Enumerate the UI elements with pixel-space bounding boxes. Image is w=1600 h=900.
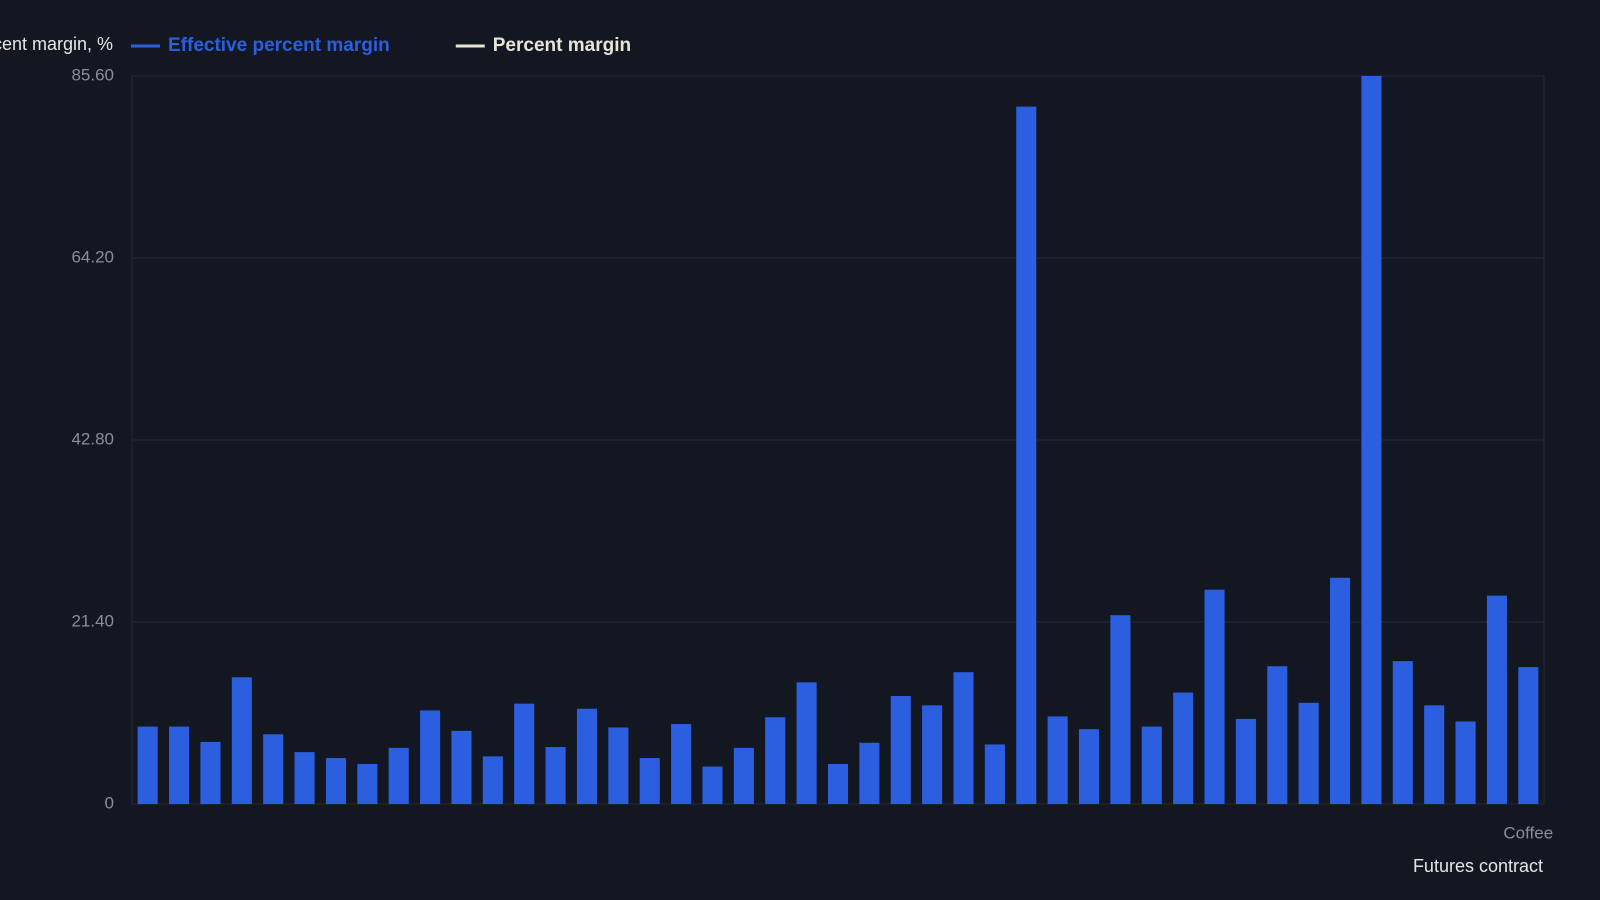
bar: [1204, 589, 1225, 804]
bar: [1267, 666, 1288, 804]
bar: [263, 734, 284, 804]
bar: [953, 672, 974, 804]
y-tick-label: 85.60: [71, 65, 114, 84]
bar: [733, 747, 754, 804]
y-tick-label: 21.40: [71, 611, 114, 630]
bar: [514, 703, 535, 804]
bar: [1078, 729, 1100, 804]
bar: [482, 756, 503, 804]
bar: [545, 747, 566, 804]
bar: [608, 727, 629, 804]
bar: [231, 677, 252, 804]
y-tick-label: 0: [105, 793, 114, 812]
bar: [890, 695, 911, 804]
bar: [1235, 718, 1256, 804]
bar: [169, 726, 190, 804]
bar: [325, 758, 346, 804]
bar: [765, 717, 786, 804]
bar: [639, 758, 660, 804]
bar: [1016, 106, 1037, 804]
bar: [922, 705, 943, 804]
bar: [1047, 716, 1068, 804]
bar: [451, 730, 472, 804]
y-tick-label: 64.20: [71, 247, 114, 266]
bar: [1141, 726, 1162, 804]
bar: [137, 726, 158, 804]
bar: [576, 708, 598, 804]
bar: [1330, 577, 1351, 804]
x-tick-label: Coffee: [1503, 823, 1553, 842]
bar: [294, 752, 315, 804]
bar: [1298, 702, 1319, 804]
bar: [388, 747, 409, 804]
bar: [827, 764, 849, 804]
legend-label: Effective percent margin: [168, 35, 390, 56]
bar: [702, 766, 723, 804]
bar: [1110, 615, 1131, 804]
x-axis-label: Futures contract: [1413, 856, 1543, 876]
bar: [984, 744, 1005, 804]
y-tick-label: 42.80: [71, 429, 114, 448]
bar: [1486, 595, 1507, 804]
bar: [357, 764, 378, 804]
bar: [796, 682, 817, 804]
bar: [420, 710, 441, 804]
bar: [1173, 692, 1194, 804]
bar: [1424, 705, 1445, 804]
bar: [1361, 76, 1382, 804]
bar: [671, 724, 692, 804]
y-axis-label: Percent margin, %: [0, 34, 113, 54]
bar: [1518, 667, 1539, 804]
bar: [1392, 661, 1413, 804]
bar: [859, 742, 880, 804]
legend-label: Percent margin: [493, 35, 631, 56]
bar: [1455, 721, 1476, 804]
bar: [200, 741, 221, 804]
